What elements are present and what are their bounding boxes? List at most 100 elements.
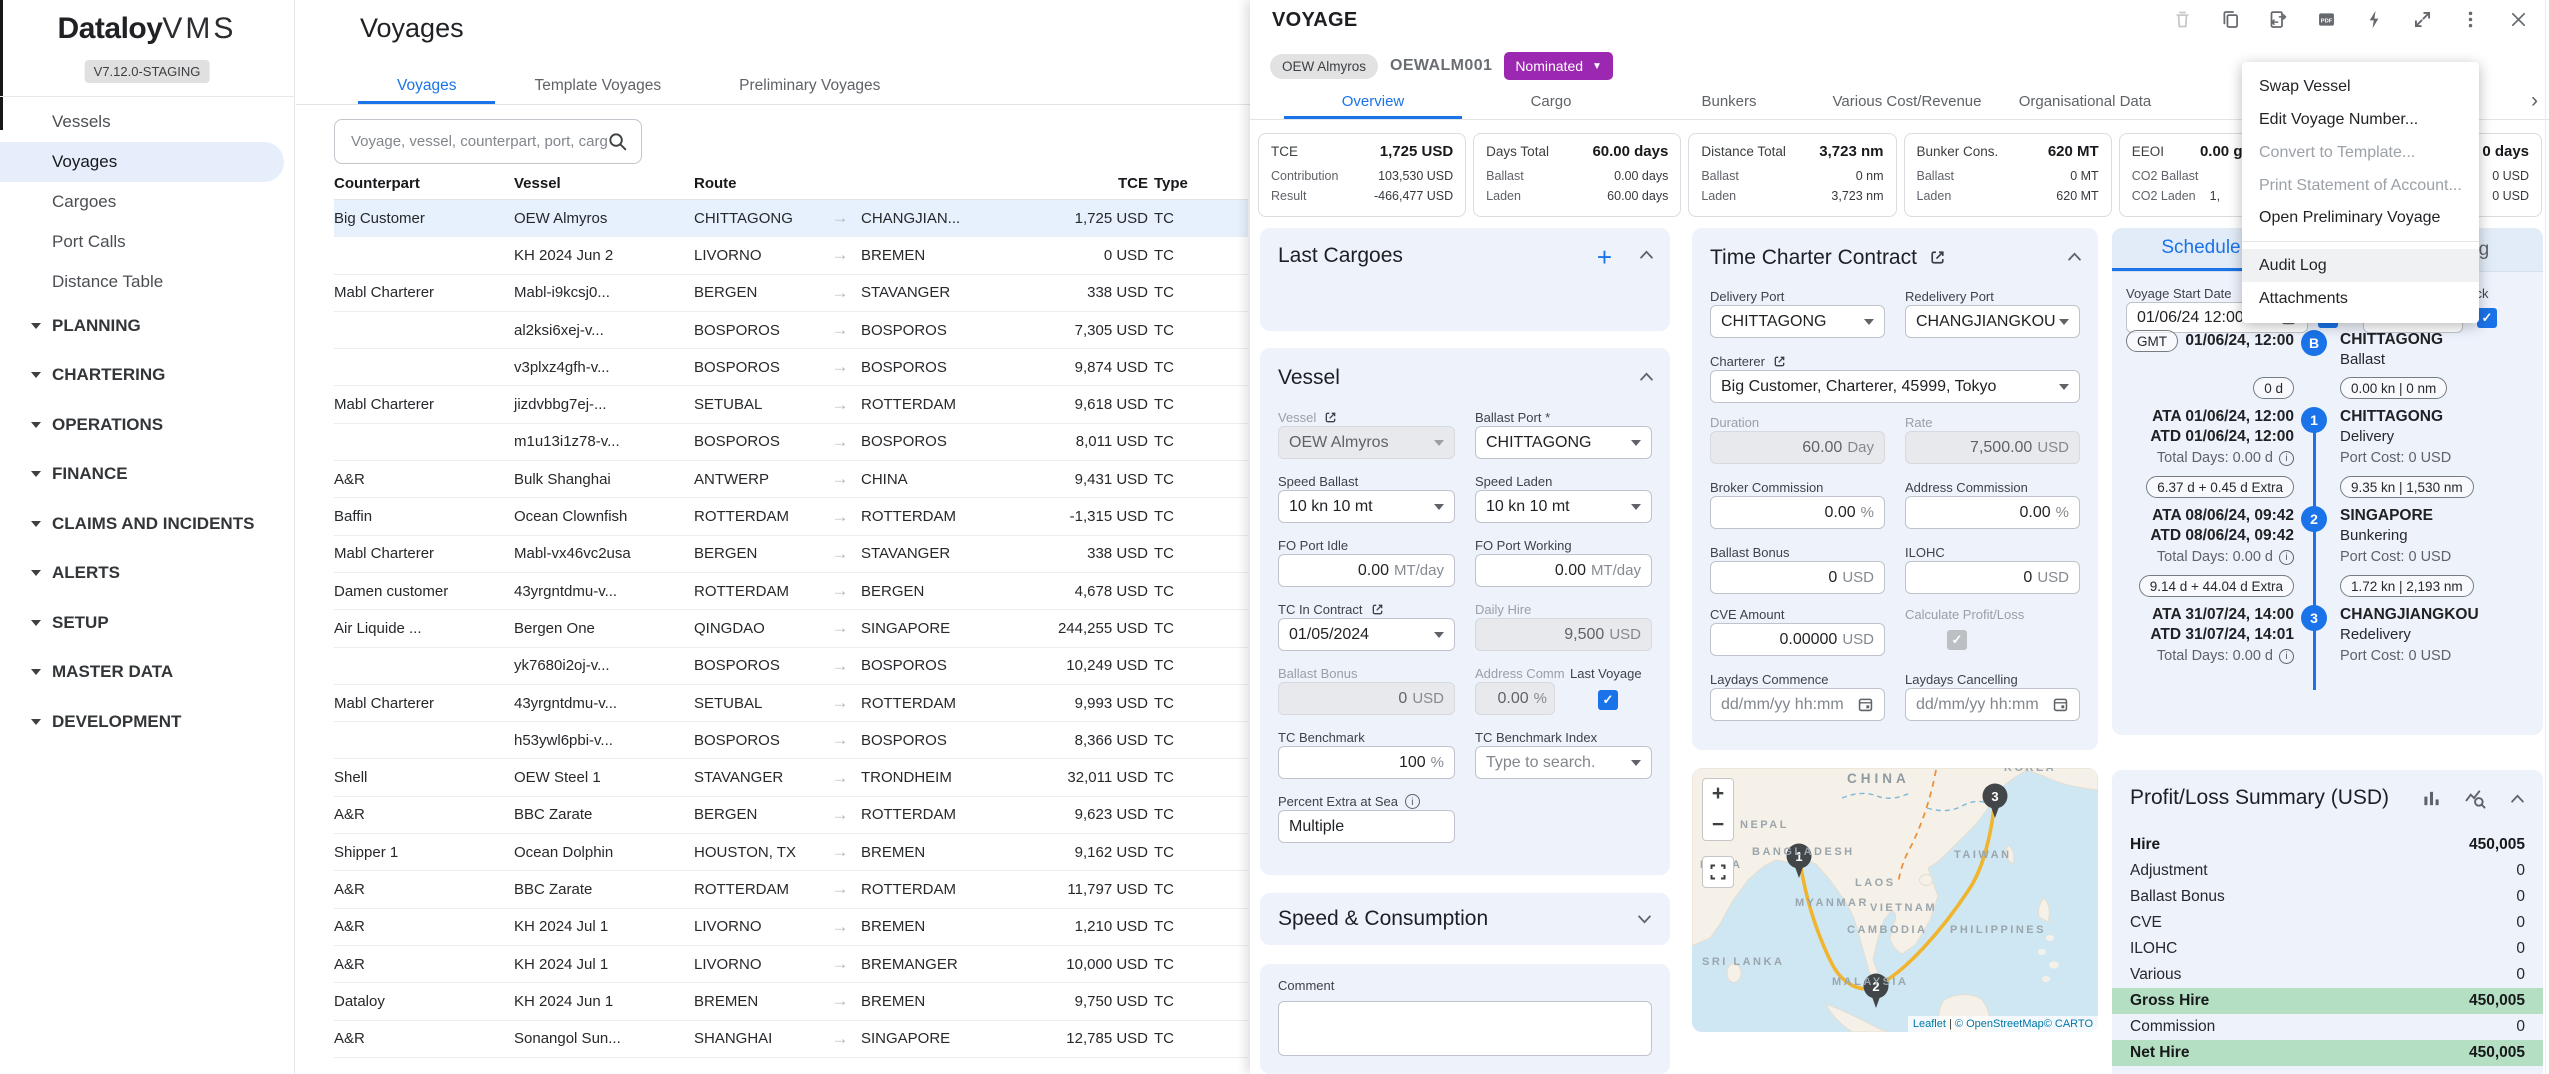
- sidebar-section[interactable]: OPERATIONS: [0, 400, 294, 450]
- sidebar-section[interactable]: CHARTERING: [0, 351, 294, 401]
- menu-item[interactable]: Open Preliminary Voyage: [2242, 202, 2479, 242]
- broker-commission-input[interactable]: 0.00%: [1710, 496, 1885, 529]
- sidebar-section[interactable]: PLANNING: [0, 301, 294, 351]
- status-badge[interactable]: Nominated▼: [1504, 52, 1613, 80]
- leg-days-pill[interactable]: 0 d: [2253, 377, 2294, 399]
- table-row[interactable]: h53ywl6pbi-v... BOSPOROS→BOSPOROS 8,366 …: [334, 722, 1248, 759]
- collapse-icon[interactable]: [2510, 794, 2525, 803]
- collapse-icon[interactable]: [2067, 252, 2082, 261]
- table-row[interactable]: yk7680i2oj-v... BOSPOROS→BOSPOROS 10,249…: [334, 648, 1248, 685]
- table-row[interactable]: Mabl Charterer jizdvbbg7ej-... SETUBAL→R…: [334, 386, 1248, 423]
- speed-laden-select[interactable]: 10 kn 10 mt: [1475, 490, 1652, 523]
- table-row[interactable]: Mabl Charterer Mabl-i9kcsj0... BERGEN→ST…: [334, 275, 1248, 312]
- expand-icon[interactable]: [2412, 9, 2433, 30]
- leg-speed-pill[interactable]: 1.72 kn | 2,193 nm: [2340, 575, 2474, 597]
- sidebar-item[interactable]: Distance Table: [0, 262, 294, 302]
- sidebar-item[interactable]: Vessels: [0, 102, 294, 142]
- table-row[interactable]: Shipper 1 Ocean Dolphin HOUSTON, TX→BREM…: [334, 834, 1248, 871]
- menu-item[interactable]: Swap Vessel: [2242, 70, 2479, 103]
- sidebar-section[interactable]: CLAIMS AND INCIDENTS: [0, 499, 294, 549]
- table-row[interactable]: KH 2024 Jun 2 LIVORNO→BREMEN 0 USD TC: [334, 237, 1248, 274]
- tcc-ballast-bonus-input[interactable]: 0USD: [1710, 561, 1885, 594]
- table-row[interactable]: m1u13i1z78-v... BOSPOROS→BOSPOROS 8,011 …: [334, 424, 1248, 461]
- open-charterer-icon[interactable]: [1772, 354, 1787, 369]
- laydays-commence-input[interactable]: dd/mm/yy hh:mm: [1710, 688, 1885, 721]
- close-icon[interactable]: [2508, 9, 2529, 30]
- collapse-icon[interactable]: [1639, 372, 1654, 381]
- fo-port-working-input[interactable]: 0.00MT/day: [1475, 554, 1652, 587]
- calendar-icon[interactable]: [1857, 696, 1874, 713]
- sidebar-item[interactable]: Port Calls: [0, 222, 294, 262]
- percent-extra-input[interactable]: Multiple: [1278, 810, 1455, 843]
- leg-days-pill[interactable]: 6.37 d + 0.45 d Extra: [2146, 476, 2294, 498]
- table-row[interactable]: A&R KH 2024 Jul 1 LIVORNO→BREMANGER 10,0…: [334, 946, 1248, 983]
- sidebar-item[interactable]: Cargoes: [0, 182, 294, 222]
- list-tab[interactable]: Voyages: [358, 71, 495, 104]
- sidebar-section[interactable]: SETUP: [0, 598, 294, 648]
- leg-speed-pill[interactable]: 0.00 kn | 0 nm: [2340, 377, 2447, 399]
- speed-consumption-card[interactable]: Speed & Consumption: [1260, 893, 1670, 945]
- ballast-port-select[interactable]: CHITTAGONG: [1475, 426, 1652, 459]
- lightning-icon[interactable]: [2364, 9, 2385, 30]
- tc-benchmark-index-select[interactable]: Type to search.: [1475, 746, 1652, 779]
- leg-speed-pill[interactable]: 9.35 kn | 1,530 nm: [2340, 476, 2474, 498]
- table-row[interactable]: A&R BBC Zarate ROTTERDAM→ROTTERDAM 11,79…: [334, 871, 1248, 908]
- redelivery-port-select[interactable]: CHANGJIANGKOU: [1905, 305, 2080, 338]
- sidebar-section[interactable]: MASTER DATA: [0, 648, 294, 698]
- open-tc-contract-icon[interactable]: [1370, 602, 1385, 617]
- laydays-cancelling-input[interactable]: dd/mm/yy hh:mm: [1905, 688, 2080, 721]
- table-row[interactable]: v3plxz4gfh-v... BOSPOROS→BOSPOROS 9,874 …: [334, 349, 1248, 386]
- table-row[interactable]: Air Liquide ... Bergen One QINGDAO→SINGA…: [334, 610, 1248, 647]
- comment-textarea[interactable]: [1278, 1001, 1652, 1056]
- menu-item[interactable]: Print Statement of Account...: [2242, 169, 2479, 202]
- last-voyage-checkbox[interactable]: [1598, 690, 1618, 710]
- sidebar-section[interactable]: ALERTS: [0, 549, 294, 599]
- voyage-tab[interactable]: Various Cost/Revenue: [1818, 86, 1996, 119]
- add-cargo-button[interactable]: +: [1597, 242, 1612, 273]
- map-fullscreen-button[interactable]: [1702, 856, 1734, 888]
- chart-analysis-icon[interactable]: [2465, 788, 2486, 809]
- open-vessel-icon[interactable]: [1323, 410, 1338, 425]
- charterer-select[interactable]: Big Customer, Charterer, 45999, Tokyo: [1710, 370, 2080, 403]
- copy-icon[interactable]: [2220, 9, 2241, 30]
- voyage-tab[interactable]: Organisational Data: [1996, 86, 2174, 119]
- table-row[interactable]: A&R KH 2024 Jul 1 LIVORNO→BREMEN 1,210 U…: [334, 909, 1248, 946]
- sidebar-item[interactable]: Voyages: [0, 142, 284, 182]
- table-row[interactable]: al2ksi6xej-v... BOSPOROS→BOSPOROS 7,305 …: [334, 312, 1248, 349]
- voyage-tab[interactable]: Bunkers: [1640, 86, 1818, 119]
- list-tab[interactable]: Preliminary Voyages: [700, 71, 919, 104]
- ilohc-input[interactable]: 0USD: [1905, 561, 2080, 594]
- map-zoom-out-button[interactable]: −: [1702, 809, 1734, 841]
- open-contract-icon[interactable]: [1928, 248, 1947, 267]
- sidebar-section[interactable]: FINANCE: [0, 450, 294, 500]
- pdf-icon[interactable]: PDF: [2316, 9, 2337, 30]
- map-zoom-in-button[interactable]: +: [1702, 778, 1734, 810]
- tabs-overflow-chevron-icon[interactable]: ›: [2531, 89, 2538, 113]
- table-row[interactable]: Baffin Ocean Clownfish ROTTERDAM→ROTTERD…: [334, 498, 1248, 535]
- sidebar-section[interactable]: DEVELOPMENT: [0, 697, 294, 747]
- table-row[interactable]: Big Customer OEW Almyros CHITTAGONG→CHAN…: [334, 200, 1248, 237]
- menu-item[interactable]: Edit Voyage Number...: [2242, 103, 2479, 136]
- table-row[interactable]: Damen customer 43yrgntdmu-v... ROTTERDAM…: [334, 573, 1248, 610]
- kebab-menu-icon[interactable]: [2460, 9, 2481, 30]
- calendar-icon[interactable]: [2052, 696, 2069, 713]
- menu-item[interactable]: Audit Log: [2242, 249, 2479, 282]
- address-commission-input[interactable]: 0.00%: [1905, 496, 2080, 529]
- table-row[interactable]: A&R Bulk Shanghai ANTWERP→CHINA 9,431 US…: [334, 461, 1248, 498]
- table-row[interactable]: Shell OEW Steel 1 STAVANGER→TRONDHEIM 32…: [334, 759, 1248, 796]
- table-row[interactable]: Dataloy KH 2024 Jun 1 BREMEN→BREMEN 9,75…: [334, 983, 1248, 1020]
- table-row[interactable]: Mabl Charterer Mabl-vx46vc2usa BERGEN→ST…: [334, 536, 1248, 573]
- speed-ballast-select[interactable]: 10 kn 10 mt: [1278, 490, 1455, 523]
- collapse-icon[interactable]: [1639, 250, 1654, 259]
- menu-item[interactable]: Attachments: [2242, 282, 2479, 315]
- timezone-pill[interactable]: GMT: [2126, 330, 2178, 352]
- menu-item[interactable]: Convert to Template...: [2242, 136, 2479, 169]
- leg-days-pill[interactable]: 9.14 d + 44.04 d Extra: [2139, 575, 2294, 597]
- voyage-tab[interactable]: Cargo: [1462, 86, 1640, 119]
- cve-amount-input[interactable]: 0.00000USD: [1710, 623, 1885, 656]
- tc-in-contract-select[interactable]: 01/05/2024: [1278, 618, 1455, 651]
- tc-benchmark-input[interactable]: 100%: [1278, 746, 1455, 779]
- swap-document-icon[interactable]: [2268, 9, 2289, 30]
- bar-chart-icon[interactable]: [2422, 789, 2441, 808]
- delivery-port-select[interactable]: CHITTAGONG: [1710, 305, 1885, 338]
